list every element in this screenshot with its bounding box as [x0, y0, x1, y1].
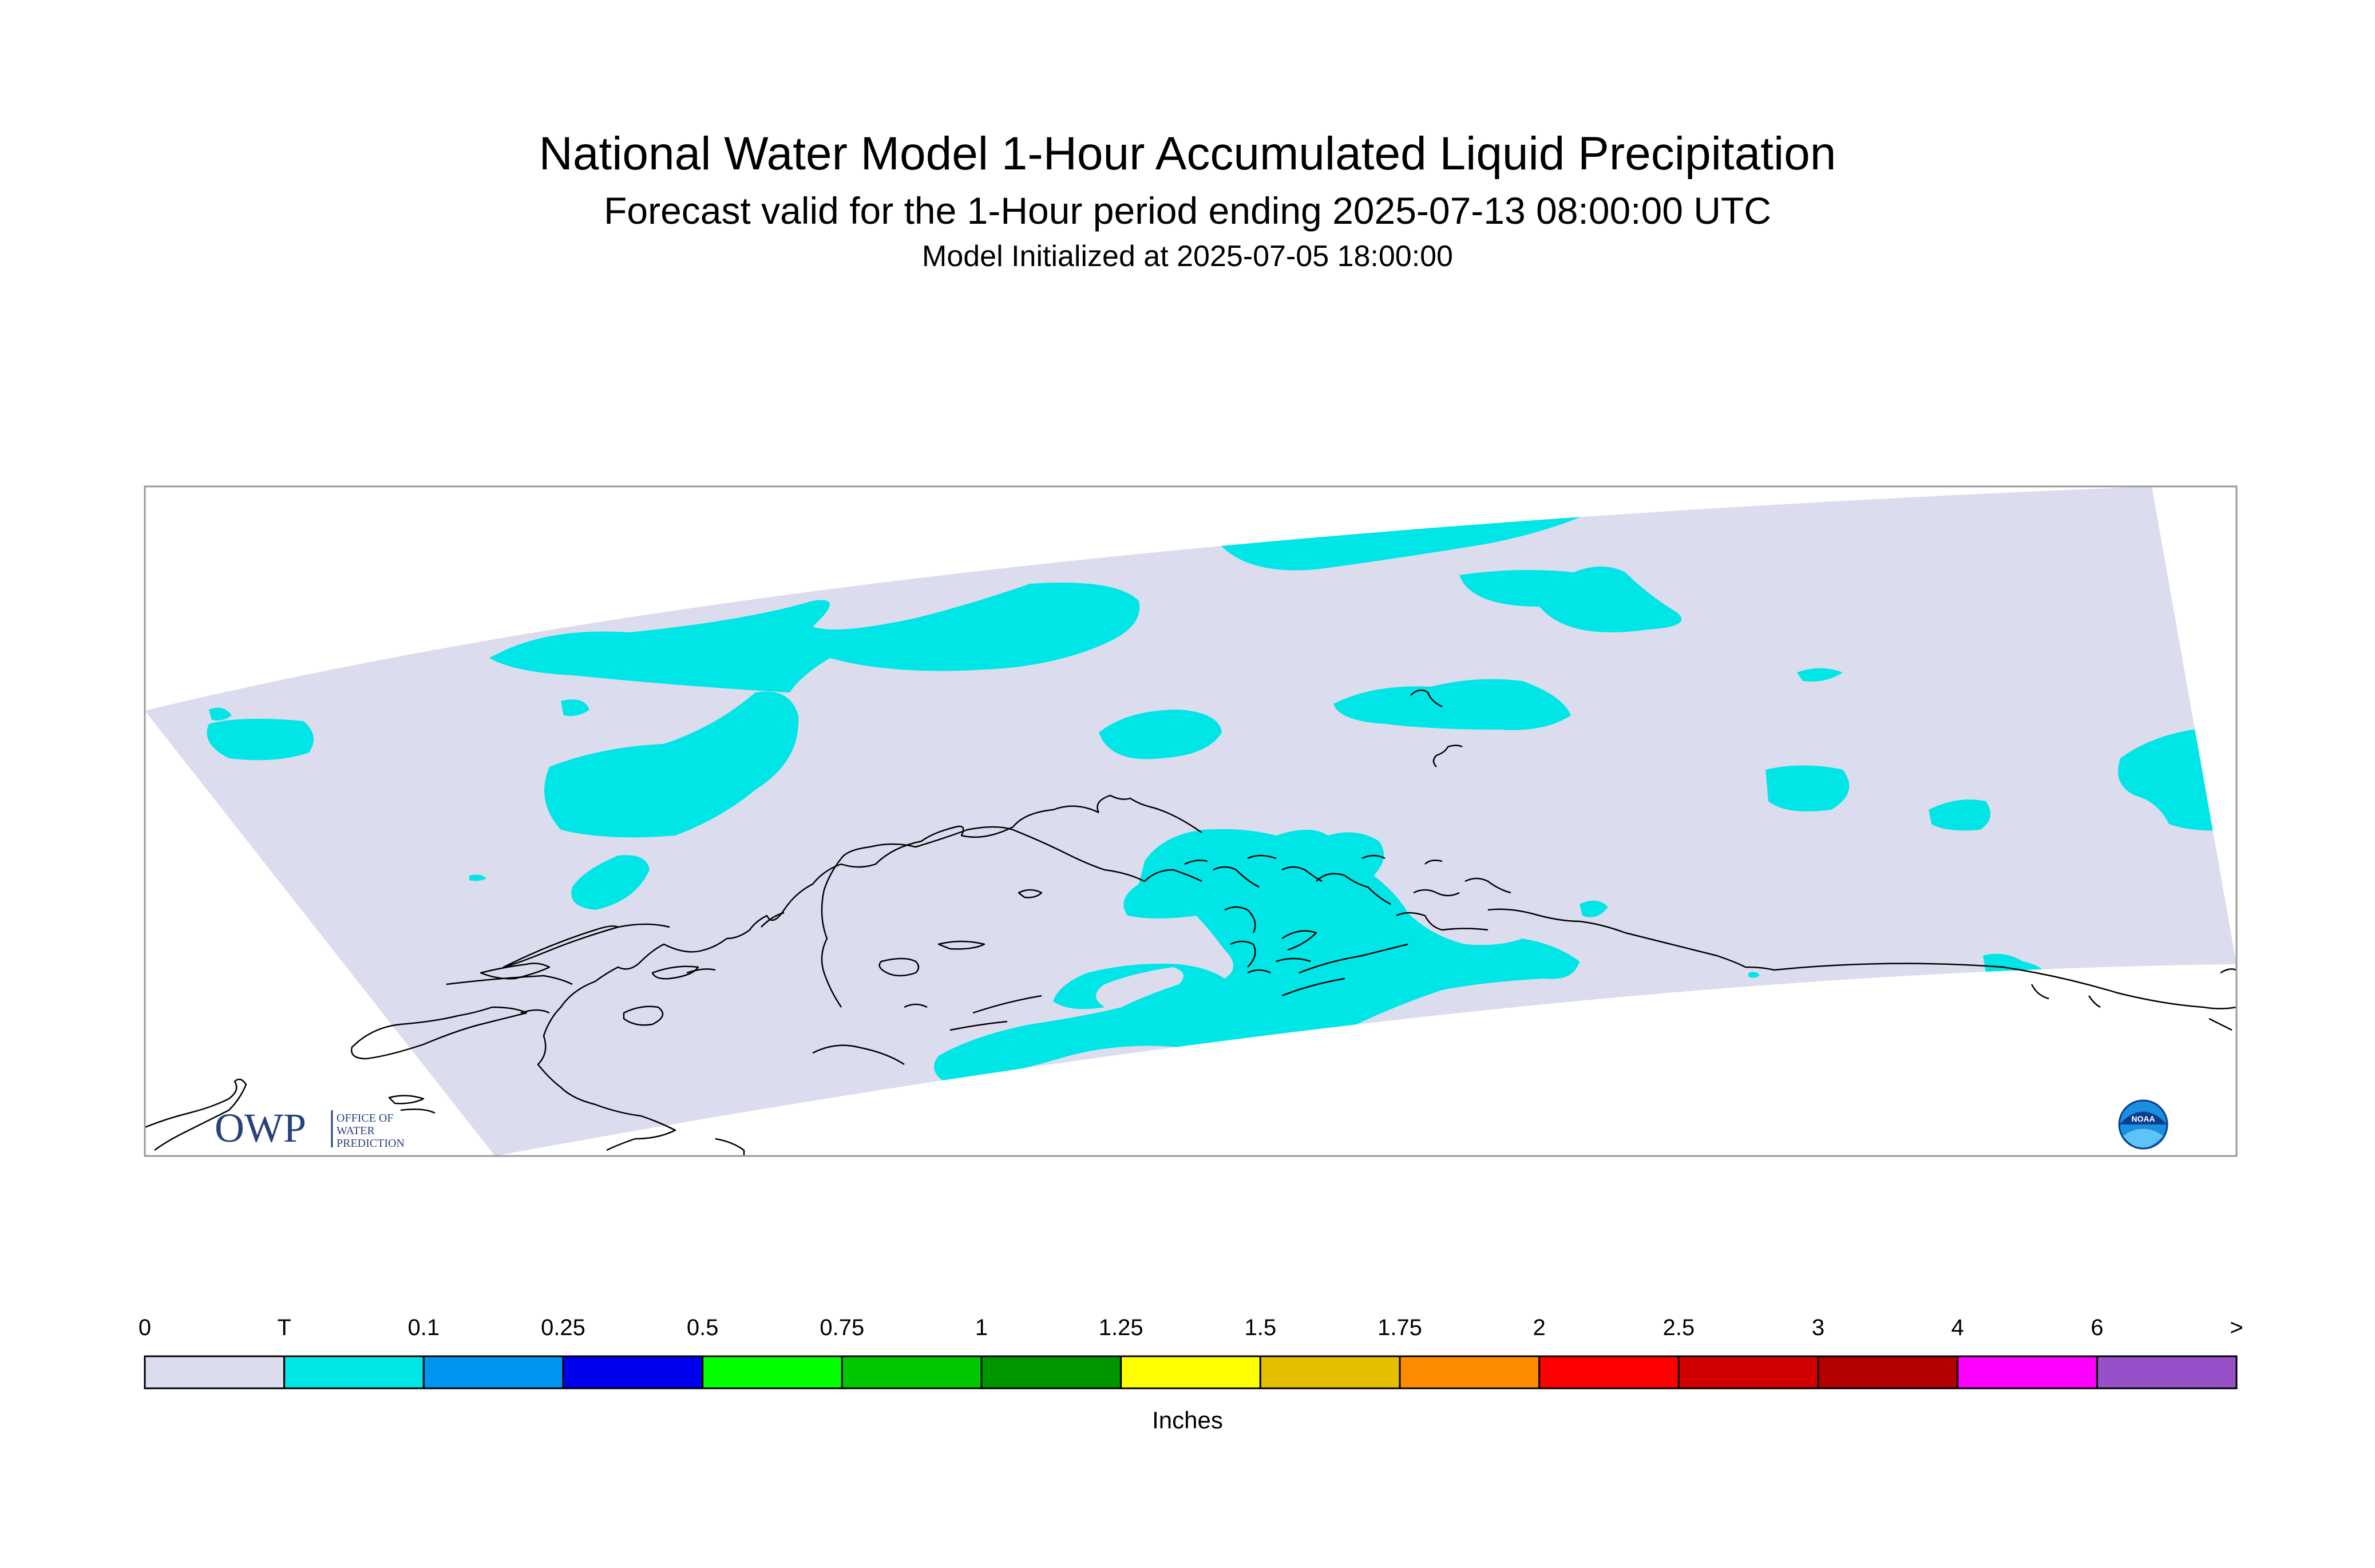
coastlines: [145, 689, 2237, 1156]
colorbar: [144, 1355, 2238, 1389]
precip-area: [561, 699, 589, 716]
precip-area: [207, 719, 314, 761]
precip-area: [1099, 710, 1222, 759]
precip-area: [489, 583, 1140, 692]
colorbar-tick-label: 4: [1951, 1315, 1964, 1340]
model-init-line: Model Initialized at 2025-07-05 18:00:00: [922, 240, 1453, 273]
noaa-logo-text: NOAA: [2131, 1114, 2155, 1123]
precip-area: [469, 874, 486, 881]
colorbar-tick-label: 6: [2091, 1315, 2104, 1340]
colorbar-tick-label: 0.1: [407, 1315, 440, 1340]
colorbar-tick-label: 0.5: [686, 1315, 719, 1340]
colorbar-tick-label: 2.5: [1662, 1315, 1695, 1340]
colorbar-tick-label: 0: [138, 1315, 152, 1340]
precip-area: [209, 707, 232, 720]
colorbar-tick-label: 1.75: [1378, 1315, 1422, 1340]
model-domain: [145, 486, 2237, 1156]
precip-area: [1797, 668, 1843, 682]
colorbar-tick-label: 3: [1811, 1315, 1825, 1340]
colorbar-tick-label: 2: [1533, 1315, 1546, 1340]
colorbar-bin: [422, 1355, 564, 1389]
precip-area: [1748, 972, 1760, 978]
map-title: National Water Model 1-Hour Accumulated …: [539, 128, 1836, 180]
colorbar-bin: [1817, 1355, 1959, 1389]
colorbar-bin: [702, 1355, 843, 1389]
noaa-logo: NOAA: [2118, 1099, 2168, 1150]
colorbar-bin: [283, 1355, 425, 1389]
colorbar-bin: [1120, 1355, 1261, 1389]
owp-logo-line1: OFFICE OF: [337, 1112, 393, 1124]
precip-area: [544, 691, 799, 838]
colorbar-bin: [144, 1355, 286, 1389]
owp-logo-mark: OWP: [215, 1105, 306, 1151]
colorbar-tick-label: 1: [975, 1315, 988, 1340]
precip-area: [1219, 515, 1585, 571]
colorbar-tick-label: 1.5: [1244, 1315, 1277, 1340]
colorbar-tick-label: 1.25: [1098, 1315, 1143, 1340]
colorbar-bin: [841, 1355, 983, 1389]
precip-trace-areas: [207, 515, 2232, 1082]
colorbar-bin: [1957, 1355, 2098, 1389]
colorbar-bin: [2096, 1355, 2238, 1389]
precip-area: [1766, 765, 1850, 811]
precip-area: [1580, 900, 1608, 917]
map-frame: [144, 485, 2238, 1157]
owp-logo: OWP OFFICE OF WATER PREDICTION: [215, 1105, 405, 1151]
colorbar-tick-label: 0.75: [820, 1315, 865, 1340]
precip-area: [571, 855, 650, 910]
colorbar-bin: [980, 1355, 1122, 1389]
map-area: OWP OFFICE OF WATER PREDICTION NOAA: [145, 486, 2237, 1156]
colorbar-bin: [562, 1355, 704, 1389]
colorbar-units: Inches: [1152, 1407, 1223, 1434]
precip-area: [934, 829, 1580, 1082]
precip-area: [1333, 679, 1571, 730]
colorbar-bin: [1538, 1355, 1680, 1389]
precip-area: [1459, 567, 1682, 632]
colorbar-bin: [1677, 1355, 1819, 1389]
colorbar-bin: [1259, 1355, 1401, 1389]
colorbar-bin: [1399, 1355, 1541, 1389]
map-subtitle: Forecast valid for the 1-Hour period end…: [604, 189, 1771, 232]
owp-logo-line2: WATER: [337, 1124, 375, 1137]
colorbar-tick-label: T: [277, 1315, 291, 1340]
precip-area: [1929, 799, 1990, 831]
colorbar-tick-label: 0.25: [541, 1315, 585, 1340]
colorbar-tick-label: >: [2230, 1315, 2243, 1340]
owp-logo-line3: PREDICTION: [337, 1137, 405, 1150]
